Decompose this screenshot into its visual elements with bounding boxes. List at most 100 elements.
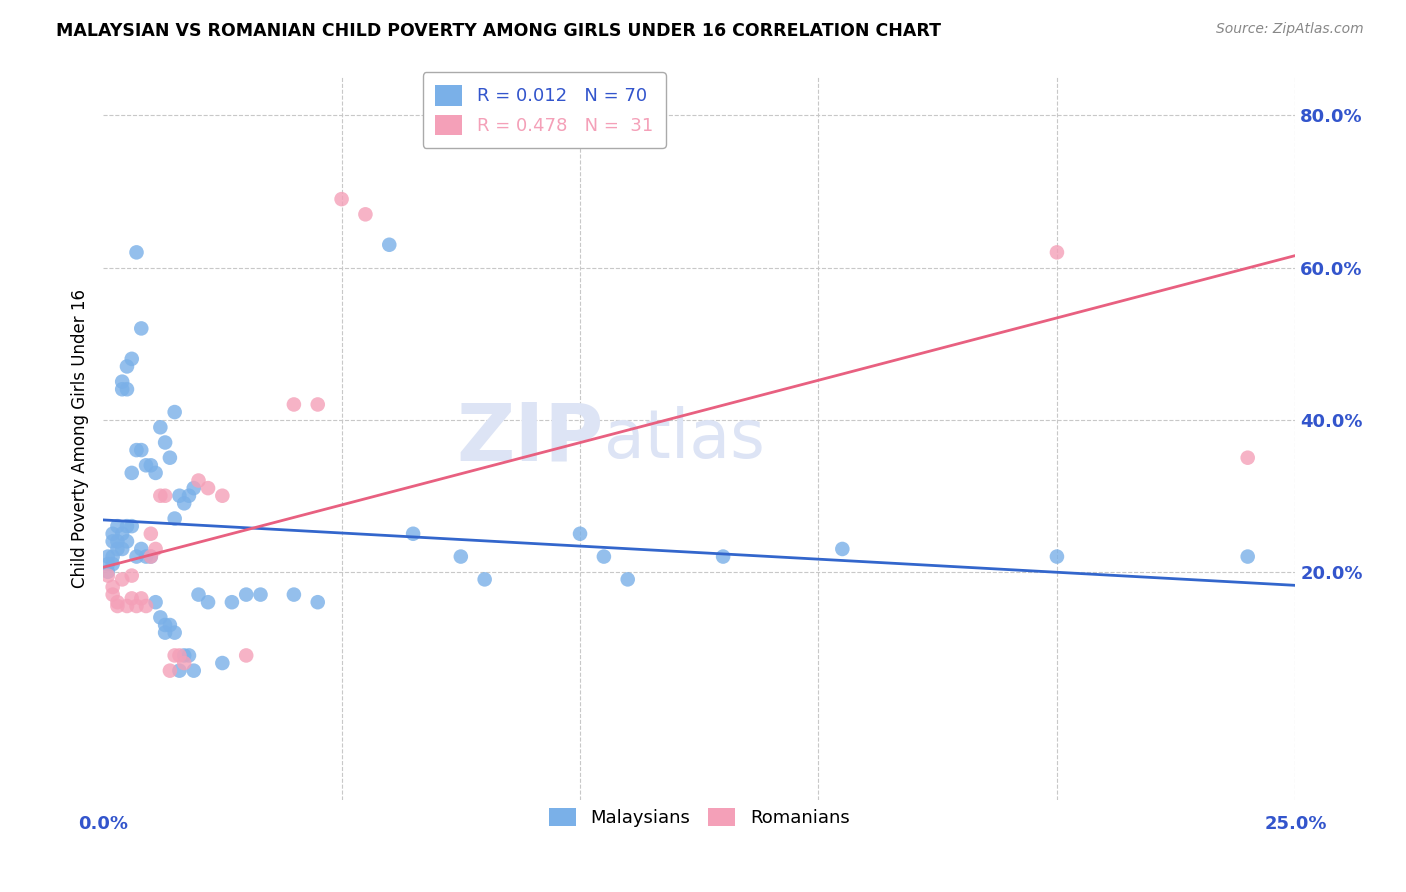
- Point: [145, 541, 167, 556]
- Point: [159, 450, 181, 465]
- Point: [159, 618, 181, 632]
- Text: atlas: atlas: [605, 406, 765, 472]
- Point: [101, 588, 124, 602]
- Point: [135, 549, 157, 564]
- Point: [125, 443, 148, 458]
- Point: [135, 458, 157, 473]
- Text: ZIP: ZIP: [457, 400, 605, 478]
- Point: [153, 435, 176, 450]
- Point: [153, 618, 176, 632]
- Point: [129, 541, 152, 556]
- Y-axis label: Child Poverty Among Girls Under 16: Child Poverty Among Girls Under 16: [72, 289, 89, 588]
- Legend: Malaysians, Romanians: Malaysians, Romanians: [541, 800, 856, 834]
- Text: 25.0%: 25.0%: [1264, 815, 1327, 833]
- Point: [149, 489, 172, 503]
- Point: [183, 664, 205, 678]
- Point: [569, 526, 592, 541]
- Point: [197, 595, 219, 609]
- Point: [97, 557, 120, 571]
- Point: [107, 599, 129, 613]
- Point: [129, 443, 152, 458]
- Point: [163, 648, 186, 663]
- Point: [125, 599, 148, 613]
- Point: [177, 489, 200, 503]
- Point: [235, 588, 257, 602]
- Point: [159, 664, 181, 678]
- Point: [139, 526, 162, 541]
- Point: [101, 526, 124, 541]
- Point: [139, 549, 162, 564]
- Point: [593, 549, 616, 564]
- Point: [115, 599, 138, 613]
- Point: [173, 656, 195, 670]
- Point: [1046, 549, 1069, 564]
- Point: [211, 656, 233, 670]
- Point: [125, 549, 148, 564]
- Text: MALAYSIAN VS ROMANIAN CHILD POVERTY AMONG GIRLS UNDER 16 CORRELATION CHART: MALAYSIAN VS ROMANIAN CHILD POVERTY AMON…: [56, 22, 941, 40]
- Point: [1236, 450, 1258, 465]
- Point: [153, 625, 176, 640]
- Point: [474, 573, 496, 587]
- Point: [450, 549, 472, 564]
- Point: [111, 375, 134, 389]
- Point: [121, 568, 143, 582]
- Point: [711, 549, 734, 564]
- Point: [101, 534, 124, 549]
- Point: [139, 549, 162, 564]
- Point: [129, 591, 152, 606]
- Point: [173, 496, 195, 510]
- Point: [115, 382, 138, 396]
- Point: [354, 207, 377, 221]
- Point: [121, 519, 143, 533]
- Point: [139, 458, 162, 473]
- Point: [169, 664, 191, 678]
- Point: [149, 420, 172, 434]
- Point: [135, 599, 157, 613]
- Text: Source: ZipAtlas.com: Source: ZipAtlas.com: [1216, 22, 1364, 37]
- Point: [101, 549, 124, 564]
- Point: [111, 541, 134, 556]
- Point: [97, 549, 120, 564]
- Point: [107, 519, 129, 533]
- Point: [111, 526, 134, 541]
- Point: [283, 588, 305, 602]
- Point: [1236, 549, 1258, 564]
- Point: [111, 573, 134, 587]
- Point: [221, 595, 243, 609]
- Point: [115, 359, 138, 374]
- Point: [101, 580, 124, 594]
- Point: [129, 321, 152, 335]
- Point: [173, 648, 195, 663]
- Point: [197, 481, 219, 495]
- Point: [211, 489, 233, 503]
- Point: [163, 625, 186, 640]
- Point: [183, 481, 205, 495]
- Point: [97, 565, 120, 579]
- Point: [169, 489, 191, 503]
- Point: [163, 511, 186, 525]
- Point: [249, 588, 271, 602]
- Point: [283, 397, 305, 411]
- Point: [125, 245, 148, 260]
- Point: [97, 568, 120, 582]
- Point: [307, 595, 329, 609]
- Point: [111, 382, 134, 396]
- Point: [235, 648, 257, 663]
- Point: [616, 573, 638, 587]
- Point: [115, 519, 138, 533]
- Point: [115, 534, 138, 549]
- Point: [121, 351, 143, 366]
- Point: [330, 192, 353, 206]
- Point: [107, 541, 129, 556]
- Point: [1046, 245, 1069, 260]
- Point: [121, 466, 143, 480]
- Point: [402, 526, 425, 541]
- Point: [378, 237, 401, 252]
- Point: [187, 474, 209, 488]
- Point: [307, 397, 329, 411]
- Point: [121, 591, 143, 606]
- Point: [107, 595, 129, 609]
- Point: [169, 648, 191, 663]
- Point: [187, 588, 209, 602]
- Point: [153, 489, 176, 503]
